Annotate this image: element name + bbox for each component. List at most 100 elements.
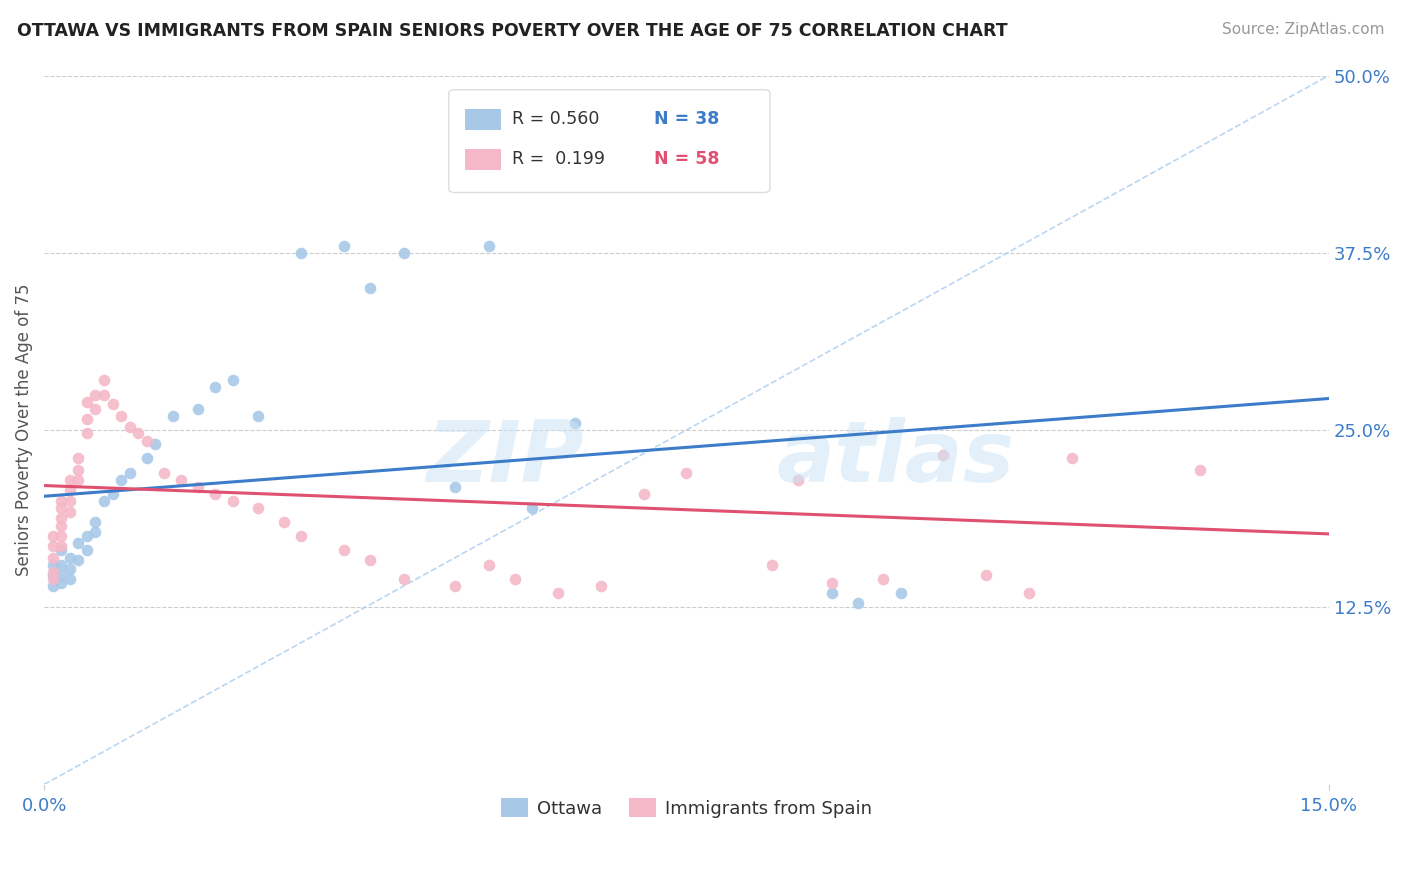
Text: R =  0.199: R = 0.199 <box>512 150 605 169</box>
Point <box>153 466 176 480</box>
Point <box>333 238 356 252</box>
Point <box>101 487 124 501</box>
Text: N = 38: N = 38 <box>654 111 720 128</box>
Point <box>333 543 356 558</box>
Point <box>118 420 141 434</box>
Text: atlas: atlas <box>776 417 1015 500</box>
Point <box>359 553 381 567</box>
Point <box>51 543 73 558</box>
Point <box>76 529 98 543</box>
Point <box>67 553 90 567</box>
Point <box>84 387 107 401</box>
Point <box>51 539 73 553</box>
Point <box>633 487 655 501</box>
Point <box>41 558 63 572</box>
Point <box>273 515 295 529</box>
Point <box>135 451 157 466</box>
Point <box>846 596 869 610</box>
Point <box>478 238 501 252</box>
Point <box>478 558 501 572</box>
Point <box>59 562 82 576</box>
Point <box>84 401 107 416</box>
Point <box>41 539 63 553</box>
Point <box>675 466 697 480</box>
FancyBboxPatch shape <box>465 149 502 169</box>
Point <box>187 401 209 416</box>
Point <box>51 494 73 508</box>
Point <box>204 487 226 501</box>
Point <box>821 586 844 600</box>
Point <box>786 473 808 487</box>
FancyBboxPatch shape <box>449 90 770 193</box>
Point <box>51 558 73 572</box>
Point <box>444 480 467 494</box>
Point <box>359 281 381 295</box>
Point <box>76 411 98 425</box>
Point <box>59 572 82 586</box>
Point <box>59 494 82 508</box>
Point <box>67 536 90 550</box>
Point <box>127 425 149 440</box>
Point <box>41 529 63 543</box>
Point <box>135 434 157 449</box>
Point <box>59 483 82 497</box>
Point <box>247 500 270 515</box>
Point <box>93 387 115 401</box>
Point <box>51 511 73 525</box>
Point <box>41 572 63 586</box>
FancyBboxPatch shape <box>465 109 502 130</box>
Point <box>41 579 63 593</box>
Point <box>51 576 73 591</box>
Text: OTTAWA VS IMMIGRANTS FROM SPAIN SENIORS POVERTY OVER THE AGE OF 75 CORRELATION C: OTTAWA VS IMMIGRANTS FROM SPAIN SENIORS … <box>17 22 1008 40</box>
Text: Source: ZipAtlas.com: Source: ZipAtlas.com <box>1222 22 1385 37</box>
Point <box>589 579 612 593</box>
Point <box>145 437 167 451</box>
Point <box>51 519 73 533</box>
Point <box>1060 451 1083 466</box>
Point <box>444 579 467 593</box>
Point <box>247 409 270 423</box>
Point <box>41 565 63 579</box>
Point <box>392 245 415 260</box>
Point <box>932 449 955 463</box>
Point <box>76 394 98 409</box>
Point <box>170 473 193 487</box>
Point <box>67 473 90 487</box>
Point <box>1018 586 1040 600</box>
Point <box>761 558 783 572</box>
Point <box>162 409 184 423</box>
Point <box>67 463 90 477</box>
Point <box>59 473 82 487</box>
Point <box>547 586 569 600</box>
Point <box>51 500 73 515</box>
Point <box>290 529 312 543</box>
Point <box>821 576 844 591</box>
Point <box>93 373 115 387</box>
Point <box>51 529 73 543</box>
Point <box>67 451 90 466</box>
Point <box>392 572 415 586</box>
Text: N = 58: N = 58 <box>654 150 720 169</box>
Point <box>76 425 98 440</box>
Point <box>290 245 312 260</box>
Point <box>93 494 115 508</box>
Point <box>110 409 132 423</box>
Point <box>187 480 209 494</box>
Text: R = 0.560: R = 0.560 <box>512 111 599 128</box>
Text: ZIP: ZIP <box>426 417 583 500</box>
Point <box>718 168 741 182</box>
Point <box>503 572 526 586</box>
Point <box>564 416 586 430</box>
Point <box>51 567 73 582</box>
Y-axis label: Seniors Poverty Over the Age of 75: Seniors Poverty Over the Age of 75 <box>15 284 32 576</box>
Point <box>110 473 132 487</box>
Point <box>872 572 894 586</box>
Point <box>221 494 243 508</box>
Point <box>41 567 63 582</box>
Point <box>59 505 82 519</box>
Point <box>221 373 243 387</box>
Point <box>890 586 912 600</box>
Point <box>204 380 226 394</box>
Point <box>522 500 544 515</box>
Point <box>101 397 124 411</box>
